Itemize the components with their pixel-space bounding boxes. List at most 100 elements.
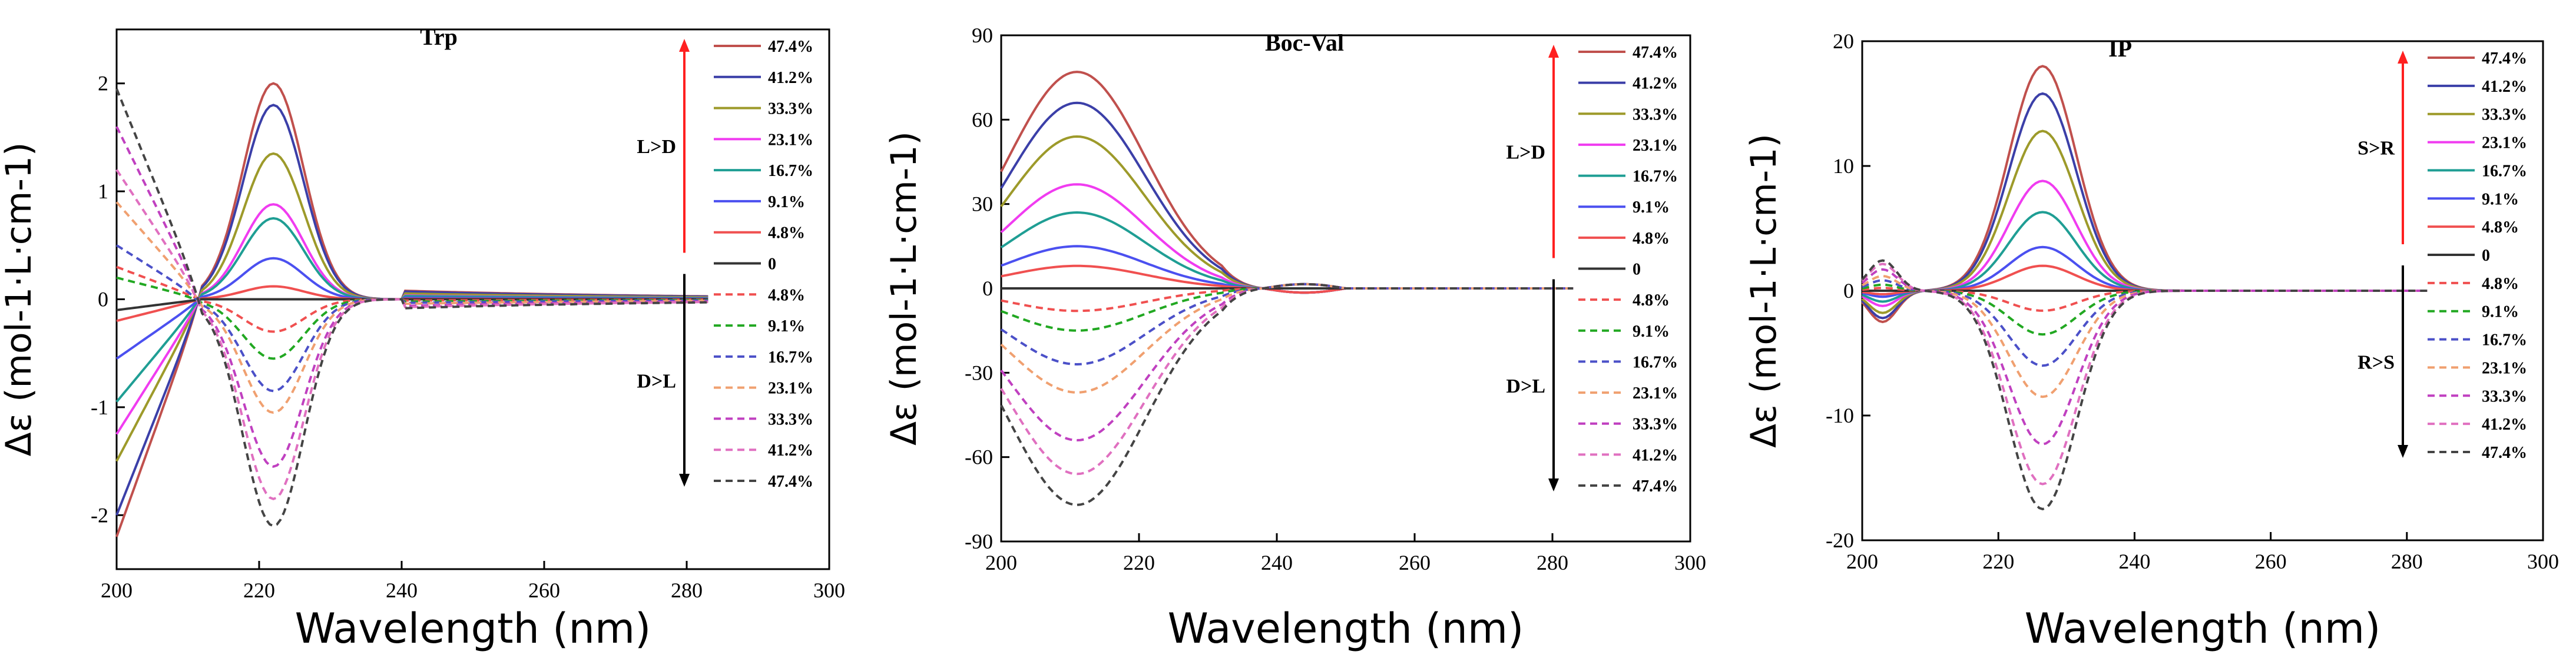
x-tick-label: 220 [1982, 550, 2014, 573]
legend-label: 23.1% [2482, 359, 2527, 377]
y-tick-label: 20 [1833, 29, 1854, 53]
arrow-up-label: L>D [1506, 141, 1545, 163]
series-line [115, 201, 708, 414]
series-line [1861, 262, 2428, 486]
x-tick-label: 240 [386, 579, 418, 602]
legend-label: 9.1% [768, 193, 805, 211]
x-tick-label: 260 [528, 579, 560, 602]
panel-boc-val: 200 220 240 260 280 300 -90 -60 -30 0 30 60 90 Boc-Va… [883, 24, 1706, 653]
series-line [1000, 283, 1574, 394]
legend-label: 47.4% [1633, 477, 1678, 496]
chart-title: Boc-Val [1265, 29, 1344, 56]
y-tick-label: 0 [98, 288, 108, 311]
panel-trp: 200 220 240 260 280 300 -2 -1 0 1 2 Trp Wavelength (… [0, 24, 845, 653]
legend-label: 4.8% [768, 286, 805, 304]
series-line [115, 217, 708, 403]
legend-label: 0 [2482, 247, 2490, 265]
legend-label: 47.4% [768, 473, 813, 491]
series-line [1000, 101, 1574, 294]
y-tick-label: 0 [982, 277, 993, 300]
x-tick-label: 260 [2255, 550, 2287, 573]
legend-label: 16.7% [1633, 353, 1678, 371]
legend-label: 9.1% [2482, 190, 2519, 208]
legend-label: 23.1% [768, 380, 813, 398]
y-tick-label: -60 [965, 446, 993, 469]
arrow-down-label: D>L [637, 370, 676, 392]
x-tick-label: 220 [243, 579, 275, 602]
arrow-down-label: D>L [1506, 375, 1545, 397]
legend-label: 16.7% [768, 162, 813, 180]
chart-title: IP [2108, 35, 2132, 62]
legend-label: 9.1% [768, 317, 805, 335]
x-tick-label: 200 [101, 579, 133, 602]
up-arrow-head [2398, 51, 2408, 64]
arrow-up-label: L>D [637, 136, 676, 158]
chart-title: Trp [420, 24, 458, 50]
series-line [115, 169, 708, 500]
y-tick-label: -30 [965, 361, 993, 384]
legend-label: 41.2% [2482, 416, 2527, 434]
arrow-up-label: S>R [2358, 138, 2395, 159]
down-arrow-head [679, 474, 690, 487]
series-line [1861, 92, 2428, 320]
y-tick-label: 1 [98, 180, 108, 203]
legend-label: 9.1% [2482, 303, 2519, 321]
legend-label: 41.2% [2482, 78, 2527, 96]
legend-label: 0 [768, 255, 776, 274]
y-tick-label: -2 [91, 503, 108, 527]
y-tick-label: -10 [1826, 404, 1854, 427]
down-arrow-head [1548, 478, 1559, 491]
y-tick-label: -1 [91, 396, 108, 419]
legend-label: 23.1% [1633, 137, 1678, 155]
legend-label: 41.2% [768, 69, 813, 87]
x-axis-label: Wavelength (nm) [295, 604, 651, 653]
legend-label: 47.4% [2482, 444, 2527, 462]
series-line [1000, 283, 1574, 506]
legend-label: 33.3% [1633, 416, 1678, 434]
panel-ip: 200 220 240 260 280 300 -20 -10 0 10 20 IP Wavelengt… [1743, 29, 2559, 653]
series-line [1000, 211, 1574, 294]
series-line [115, 244, 708, 393]
up-arrow-head [1548, 45, 1559, 58]
series-line [115, 104, 708, 516]
legend-label: 9.1% [1633, 198, 1670, 217]
legend-label: 41.2% [1633, 75, 1678, 93]
legend-label: 41.2% [768, 441, 813, 460]
x-tick-label: 200 [985, 551, 1017, 574]
up-arrow-head [679, 39, 690, 52]
legend-label: 4.8% [1633, 291, 1670, 310]
y-tick-label: 10 [1833, 154, 1854, 178]
legend-label: 33.3% [1633, 105, 1678, 124]
x-tick-label: 300 [1674, 551, 1706, 574]
series-line [1000, 183, 1574, 294]
series-line [1000, 283, 1574, 476]
x-tick-label: 280 [671, 579, 703, 602]
legend-label: 47.4% [1633, 44, 1678, 62]
legend-label: 4.8% [768, 224, 805, 242]
legend-label: 23.1% [768, 131, 813, 149]
series-line [1000, 283, 1574, 442]
legend-label: 41.2% [1633, 446, 1678, 464]
series-line [1000, 283, 1574, 366]
y-tick-label: 60 [972, 108, 993, 131]
legend-label: 33.3% [768, 100, 813, 118]
y-tick-label: -20 [1826, 529, 1854, 552]
y-tick-label: 90 [972, 24, 993, 47]
legend-label: 33.3% [2482, 387, 2527, 406]
legend-label: 33.3% [2482, 106, 2527, 124]
legend-label: 33.3% [768, 410, 813, 428]
series-line [115, 88, 708, 527]
x-tick-label: 280 [1537, 551, 1568, 574]
legend-label: 23.1% [1633, 384, 1678, 403]
legend-label: 16.7% [1633, 168, 1678, 186]
x-tick-label: 300 [2527, 550, 2559, 573]
y-axis-label: Δε (mol-1·L·cm-1) [1743, 134, 1784, 448]
x-tick-label: 260 [1399, 551, 1431, 574]
x-tick-label: 220 [1123, 551, 1155, 574]
legend-label: 16.7% [2482, 162, 2527, 180]
x-axis-label: Wavelength (nm) [2025, 604, 2381, 653]
legend-label: 0 [1633, 261, 1641, 279]
series-line [1000, 135, 1574, 294]
y-axis-label: Δε (mol-1·L·cm-1) [0, 142, 39, 457]
series-line [116, 276, 708, 360]
